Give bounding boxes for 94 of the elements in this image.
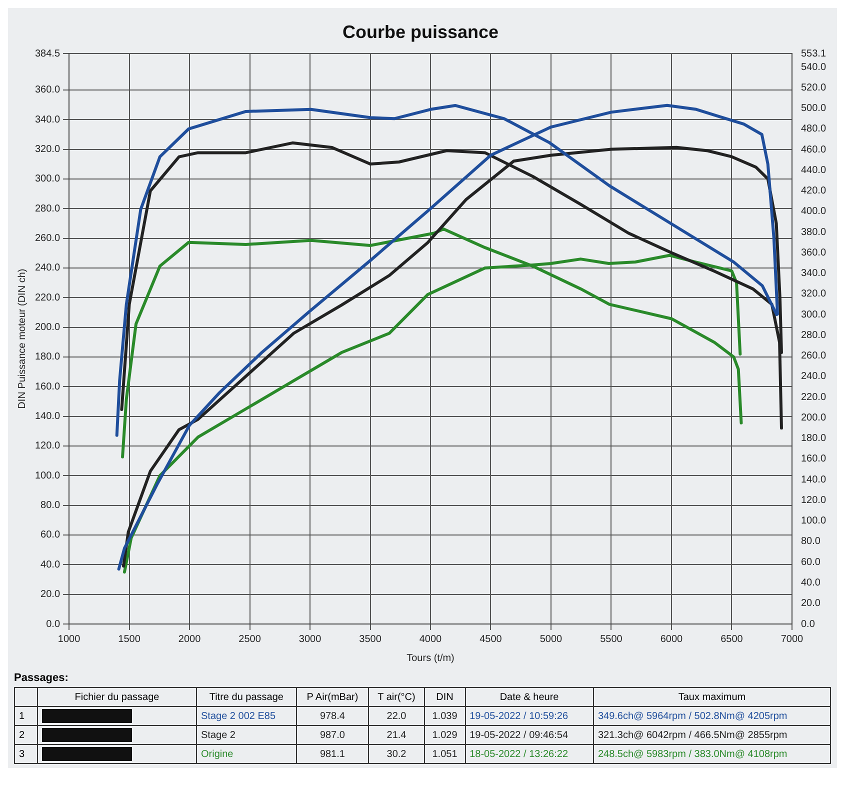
text: 22.0 — [368, 706, 424, 726]
text: T air(°C) — [368, 688, 424, 706]
text: Passages: — [14, 672, 70, 684]
y2-tick-label: 440.0 — [800, 164, 826, 176]
text: 248.5ch@ 5983rpm / 383.0Nm@ 4108rpm — [593, 744, 830, 764]
text: DIN — [424, 688, 466, 706]
y2-tick-label: 80.0 — [800, 536, 821, 548]
text: P Air(mBar) — [296, 688, 369, 706]
text: 1 — [14, 706, 38, 726]
x-tick-label: 6000 — [660, 634, 684, 645]
y2-tick-label: 520.0 — [800, 82, 826, 94]
x-tick-label: 5500 — [600, 634, 623, 645]
y-tick-label: 100.0 — [34, 470, 60, 482]
y-tick-label: 384.5 — [34, 48, 60, 60]
text: Titre du passage — [196, 688, 296, 706]
y2-tick-label: 260.0 — [800, 350, 826, 362]
y2-tick-label: 553.1 — [800, 48, 826, 60]
y-tick-label: 320.0 — [34, 144, 60, 156]
y-tick-label: 200.0 — [34, 322, 60, 334]
x-tick-label: 4500 — [480, 634, 502, 645]
y2-tick-label: 500.0 — [800, 103, 826, 114]
text: Stage 2 002 E85 — [196, 706, 296, 726]
text: 349.6ch@ 5964rpm / 502.8Nm@ 4205rpm — [593, 706, 830, 726]
y2-tick-label: 400.0 — [800, 206, 826, 218]
text: 18-05-2022 / 13:26:22 — [465, 744, 594, 764]
text: 19-05-2022 / 10:59:26 — [465, 706, 594, 726]
text: 21.4 — [368, 726, 424, 744]
y2-tick-label: 200.0 — [800, 412, 826, 424]
y-tick-label: 300.0 — [34, 174, 60, 185]
y2-tick-label: 420.0 — [800, 186, 826, 197]
y2-tick-label: 0.0 — [800, 618, 816, 630]
x-tick-label: 2500 — [238, 634, 262, 645]
x-tick-label: 1000 — [58, 634, 81, 645]
x-tick-label: 3000 — [298, 634, 322, 645]
y2-tick-label: 60.0 — [800, 556, 821, 568]
y2-tick-label: 280.0 — [800, 330, 826, 341]
y-tick-label: 280.0 — [34, 203, 60, 214]
text: 30.2 — [368, 744, 424, 764]
x-tick-label: 6500 — [720, 634, 744, 645]
y2-tick-label: 20.0 — [800, 598, 821, 610]
text: 1.039 — [424, 706, 466, 726]
y-tick-label: 120.0 — [34, 440, 60, 452]
text: Stage 2 — [196, 726, 296, 744]
y-tick-label: 0.0 — [46, 618, 60, 630]
x-tick-label: 4000 — [419, 634, 442, 645]
x-tick-label: 5000 — [540, 634, 563, 645]
text: Taux maximum — [593, 688, 830, 706]
y-tick-label: 160.0 — [34, 381, 60, 392]
text: 321.3ch@ 6042rpm / 466.5Nm@ 2855rpm — [593, 726, 830, 744]
x-tick-label: 7000 — [780, 634, 804, 645]
y2-tick-label: 300.0 — [800, 309, 826, 320]
text: 3 — [14, 744, 38, 764]
y2-tick-label: 180.0 — [800, 433, 826, 444]
text: Date & heure — [465, 688, 594, 706]
y2-tick-label: 220.0 — [800, 392, 826, 403]
y-axis-title: DIN Puissance moteur (DIN ch) — [16, 268, 28, 409]
y-tick-label: 60.0 — [40, 530, 60, 541]
y-tick-label: 40.0 — [40, 559, 60, 570]
y-tick-label: 220.0 — [34, 292, 60, 304]
y2-tick-label: 340.0 — [800, 268, 826, 280]
y2-tick-label: 140.0 — [800, 474, 826, 486]
x-axis-title: Tours (t/m) — [406, 652, 454, 664]
y-tick-label: 80.0 — [40, 500, 60, 512]
text: 19-05-2022 / 09:46:54 — [465, 726, 594, 744]
y2-tick-label: 360.0 — [800, 247, 826, 258]
y-tick-label: 240.0 — [34, 262, 60, 274]
text: 981.1 — [296, 744, 369, 764]
x-tick-label: 1500 — [118, 634, 141, 645]
y-tick-label: 140.0 — [34, 411, 60, 422]
y-tick-label: 360.0 — [34, 84, 60, 96]
y2-tick-label: 240.0 — [800, 371, 826, 382]
x-tick-label: 3500 — [359, 634, 382, 645]
y2-tick-label: 120.0 — [800, 494, 826, 506]
y2-tick-label: 40.0 — [800, 578, 821, 588]
chart-title: Courbe puissance — [342, 22, 499, 42]
y2-tick-label: 480.0 — [800, 124, 826, 135]
y-tick-label: 340.0 — [34, 114, 60, 126]
y-tick-label: 180.0 — [34, 352, 60, 363]
y2-tick-label: 100.0 — [800, 516, 826, 527]
y2-tick-label: 320.0 — [800, 288, 826, 300]
x-tick-label: 2000 — [178, 634, 202, 645]
y-tick-label: 20.0 — [40, 589, 60, 600]
y2-tick-label: 380.0 — [800, 226, 826, 238]
y2-tick-label: 460.0 — [800, 144, 826, 156]
text: 2 — [14, 726, 38, 744]
y2-tick-label: 540.0 — [800, 62, 826, 73]
text: 1.051 — [424, 744, 466, 764]
text: 1.029 — [424, 726, 466, 744]
text: Fichier du passage — [38, 688, 196, 706]
y2-tick-label: 160.0 — [800, 454, 826, 465]
y-tick-label: 260.0 — [34, 233, 60, 244]
text: 978.4 — [296, 706, 369, 726]
text: 987.0 — [296, 726, 369, 744]
text: Origine — [196, 744, 296, 764]
